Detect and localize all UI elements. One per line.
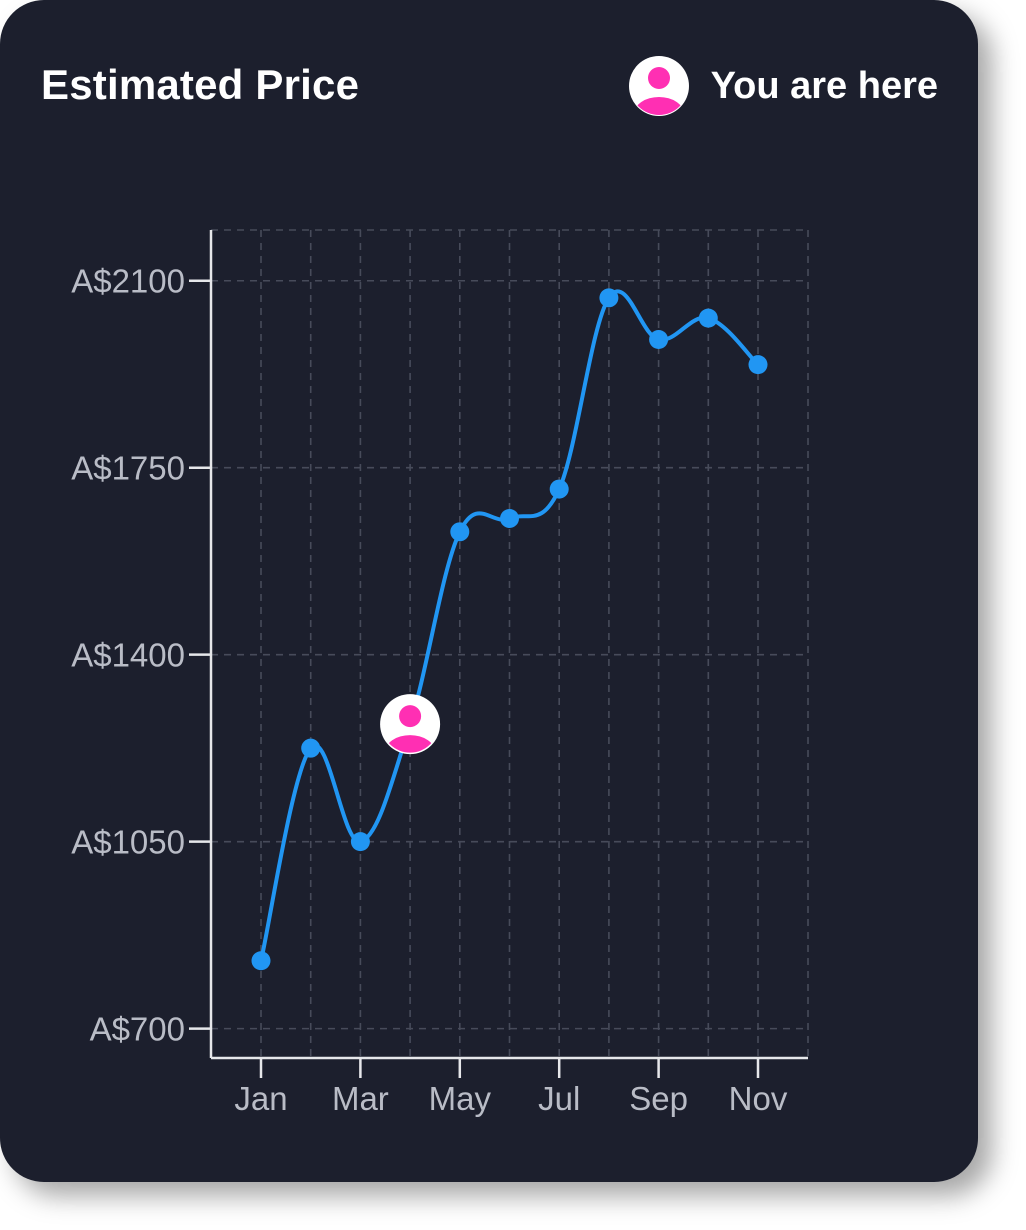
y-tick-label: A$1050 <box>71 824 185 861</box>
chart-card: Estimated Price You are here A$700 A$1050… <box>0 0 978 1182</box>
x-tick-label: Jan <box>234 1080 287 1117</box>
data-point[interactable] <box>699 309 718 328</box>
you-are-here-marker-icon[interactable] <box>380 694 440 769</box>
x-tick-label: Mar <box>332 1080 389 1117</box>
y-tick-label: A$700 <box>90 1011 185 1048</box>
grid <box>211 230 808 1058</box>
data-point[interactable] <box>351 832 370 851</box>
data-point[interactable] <box>550 480 569 499</box>
x-tick-label: Jul <box>538 1080 580 1117</box>
data-point[interactable] <box>599 288 618 307</box>
marker-head <box>399 705 421 727</box>
x-tick-label: Nov <box>729 1080 788 1117</box>
position-marker <box>380 694 440 769</box>
x-tick-label: May <box>429 1080 492 1117</box>
data-point[interactable] <box>649 330 668 349</box>
tick-labels: A$700 A$1050 A$1400 A$1750 A$2100 Jan Mar May Ju… <box>71 263 788 1117</box>
x-tick-label: Sep <box>629 1080 688 1117</box>
y-tick-label: A$2100 <box>71 263 185 300</box>
line-chart: A$700 A$1050 A$1400 A$1750 A$2100 Jan Mar May Ju… <box>0 0 978 1182</box>
y-tick-label: A$1400 <box>71 637 185 674</box>
data-point[interactable] <box>301 739 320 758</box>
data-point[interactable] <box>749 355 768 374</box>
data-point[interactable] <box>252 951 271 970</box>
data-point[interactable] <box>450 522 469 541</box>
data-point[interactable] <box>500 509 519 528</box>
y-tick-label: A$1750 <box>71 450 185 487</box>
